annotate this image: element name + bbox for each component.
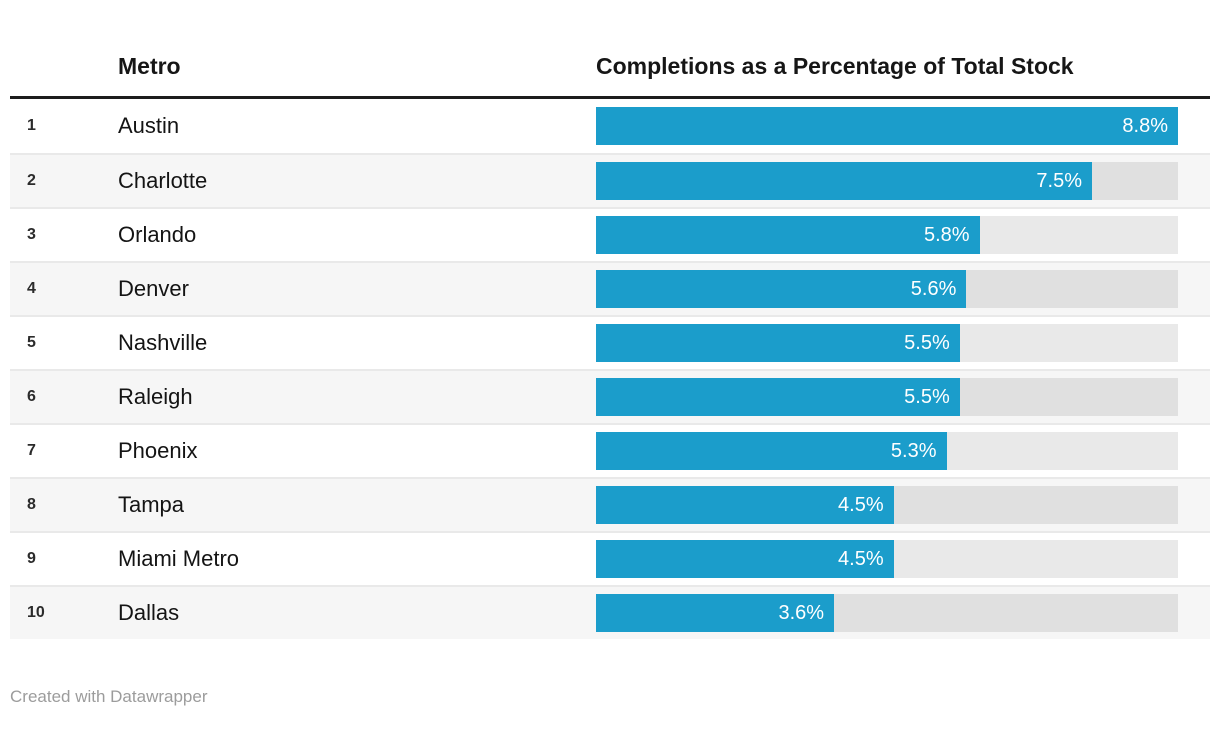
table-row: 1 Austin 8.8%: [10, 99, 1210, 153]
bar-track: 5.5%: [596, 378, 1178, 417]
bar: 5.6%: [596, 270, 967, 309]
bar-value-label: 7.5%: [1036, 169, 1083, 192]
table-row: 6 Raleigh 5.5%: [10, 369, 1210, 424]
bar: 5.3%: [596, 432, 947, 471]
rank-cell: 5: [27, 334, 36, 352]
bar-value-label: 4.5%: [838, 547, 884, 570]
metro-cell: Phoenix: [118, 438, 198, 464]
metro-cell: Denver: [118, 276, 189, 302]
bar-cell: 8.8%: [596, 107, 1210, 146]
bar: 5.8%: [596, 216, 980, 255]
metro-cell: Charlotte: [118, 168, 208, 194]
table-row: 3 Orlando 5.8%: [10, 207, 1210, 261]
rank-cell: 1: [27, 117, 36, 135]
bar-cell: 4.5%: [596, 486, 1210, 525]
footer: Created with Datawrapper: [10, 687, 1210, 707]
bar-track: 5.3%: [596, 432, 1178, 471]
metro-cell: Austin: [118, 113, 180, 139]
table-row: 9 Miami Metro 4.5%: [10, 531, 1210, 585]
datawrapper-credit-link[interactable]: Created with Datawrapper: [10, 687, 208, 707]
bar-track: 5.6%: [596, 270, 1178, 309]
bar: 5.5%: [596, 324, 960, 363]
bar-cell: 5.5%: [596, 378, 1210, 417]
rank-cell: 10: [27, 604, 45, 622]
bar-track: 5.5%: [596, 324, 1178, 363]
bar-cell: 3.6%: [596, 594, 1210, 633]
bar-cell: 5.5%: [596, 324, 1210, 363]
table-row: 4 Denver 5.6%: [10, 261, 1210, 316]
metro-cell: Tampa: [118, 492, 185, 518]
metro-cell: Raleigh: [118, 384, 193, 410]
rank-cell: 3: [27, 226, 36, 244]
table-body: 1 Austin 8.8% 2 Charlotte 7.5% 3 Orlando 5.8% 4 De…: [10, 99, 1210, 640]
bar-value-label: 5.6%: [910, 277, 957, 300]
metro-cell: Dallas: [118, 600, 180, 626]
bar-track: 3.6%: [596, 594, 1178, 633]
bar: 4.5%: [596, 486, 894, 525]
bar: 7.5%: [596, 162, 1093, 201]
bar-table-chart: Metro Completions as a Percentage of Tot…: [10, 52, 1210, 707]
bar-cell: 5.6%: [596, 270, 1210, 309]
bar-track: 5.8%: [596, 216, 1178, 255]
rank-cell: 6: [27, 388, 36, 406]
rank-cell: 4: [27, 280, 36, 298]
table-row: 7 Phoenix 5.3%: [10, 423, 1210, 477]
bar-cell: 4.5%: [596, 540, 1210, 579]
bar: 3.6%: [596, 594, 835, 633]
table-row: 5 Nashville 5.5%: [10, 315, 1210, 369]
bar-value-label: 5.3%: [890, 439, 937, 462]
bar-track: 7.5%: [596, 162, 1178, 201]
bar-track: 4.5%: [596, 540, 1178, 579]
rank-cell: 9: [27, 550, 36, 568]
bar: 8.8%: [596, 107, 1178, 146]
bar: 5.5%: [596, 378, 960, 417]
value-column-header-text: Completions as a Percentage of Total Sto…: [596, 53, 1074, 79]
bar-cell: 5.8%: [596, 216, 1210, 255]
bar: 4.5%: [596, 540, 894, 579]
table-row: 10 Dallas 3.6%: [10, 585, 1210, 640]
table-row: 2 Charlotte 7.5%: [10, 153, 1210, 208]
rank-cell: 2: [27, 172, 36, 190]
rank-cell: 7: [27, 442, 36, 460]
table-header: Metro Completions as a Percentage of Tot…: [10, 52, 1210, 100]
bar-track: 4.5%: [596, 486, 1178, 525]
bar-value-label: 8.8%: [1122, 114, 1168, 137]
bar-value-label: 3.6%: [778, 601, 825, 624]
rank-cell: 8: [27, 496, 36, 514]
bar-cell: 5.3%: [596, 432, 1210, 471]
bar-value-label: 5.8%: [923, 223, 970, 246]
bar-value-label: 5.5%: [904, 331, 950, 354]
bar-value-label: 4.5%: [838, 493, 884, 516]
bar-value-label: 5.5%: [904, 385, 950, 408]
bar-track: 8.8%: [596, 107, 1178, 146]
metro-cell: Miami Metro: [118, 546, 240, 572]
metro-cell: Nashville: [118, 330, 208, 356]
table-row: 8 Tampa 4.5%: [10, 477, 1210, 532]
bar-cell: 7.5%: [596, 162, 1210, 201]
value-column-header: Completions as a Percentage of Total Sto…: [596, 52, 1210, 81]
metro-cell: Orlando: [118, 222, 197, 248]
metro-column-header: Metro: [118, 53, 181, 79]
